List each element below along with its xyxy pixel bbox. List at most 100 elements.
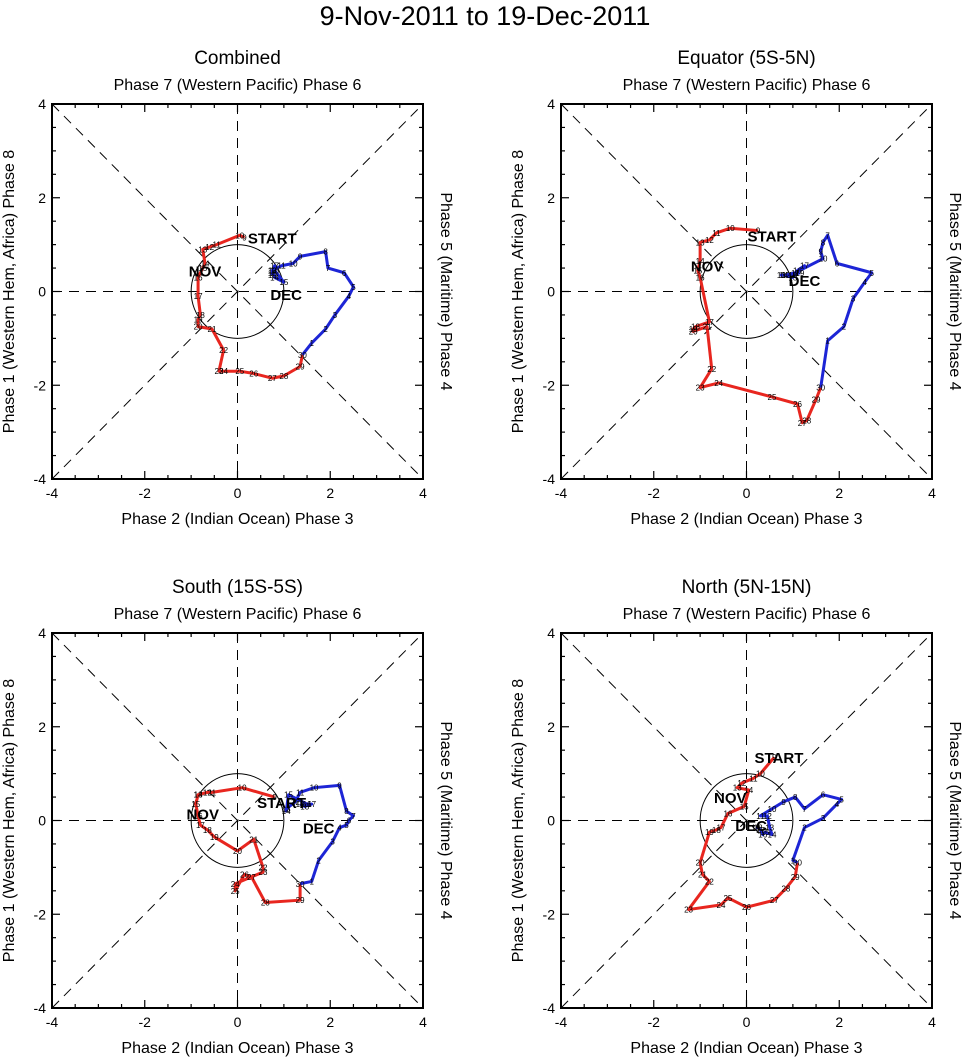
- day-label: 10: [819, 255, 828, 264]
- day-label: 27: [268, 374, 277, 383]
- day-label: 9: [772, 753, 777, 762]
- day-label: 26: [793, 400, 802, 409]
- day-label: 16: [793, 266, 802, 275]
- day-label: 1: [309, 339, 314, 348]
- day-label: 15: [761, 828, 770, 837]
- unit-circle: [699, 244, 794, 339]
- bottom-axis-label: Phase 2 (Indian Ocean) Phase 3: [121, 511, 353, 528]
- x-tick-label: -2: [648, 1014, 661, 1030]
- day-label: 1: [791, 856, 796, 865]
- y-tick-label: -4: [543, 471, 556, 487]
- top-axis-label: Phase 7 (Western Pacific) Phase 6: [114, 77, 362, 94]
- day-label: 13: [765, 824, 774, 833]
- x-tick-label: 4: [419, 485, 427, 501]
- day-label: 20: [194, 323, 203, 332]
- day-label: 18: [754, 824, 763, 833]
- day-label: 23: [696, 384, 705, 393]
- day-label: 30: [296, 880, 305, 889]
- day-label: 28: [802, 416, 811, 425]
- top-axis-label: Phase 7 (Western Pacific) Phase 6: [114, 606, 362, 623]
- unit-circle: [699, 773, 794, 868]
- day-label: 4: [347, 292, 352, 301]
- right-axis-label: Phase 5 (Maritime) Phase 4: [946, 721, 963, 919]
- trajectory-dec: [755, 793, 844, 865]
- top-axis-label: Phase 7 (Western Pacific) Phase 6: [623, 606, 871, 623]
- day-label: 16: [270, 266, 279, 275]
- day-label: 2: [842, 323, 847, 332]
- right-axis-label: Phase 5 (Maritime) Phase 4: [946, 192, 963, 390]
- day-label: 1: [825, 337, 830, 346]
- day-label: 7: [326, 264, 331, 273]
- day-label: 21: [698, 870, 707, 879]
- day-label: 15: [198, 264, 207, 273]
- day-label: 6: [342, 269, 347, 278]
- day-label: 6: [821, 791, 826, 800]
- month-label-dec: DEC: [303, 821, 335, 838]
- day-label: 10: [756, 770, 765, 779]
- day-label: 26: [742, 903, 751, 912]
- day-label: 19: [751, 824, 760, 833]
- y-tick-label: 2: [547, 190, 555, 206]
- month-label-dec: DEC: [270, 287, 302, 304]
- x-tick-label: -4: [46, 1014, 59, 1030]
- day-label: 16: [696, 273, 705, 282]
- day-label: 23: [259, 868, 268, 877]
- day-label: 13: [268, 266, 277, 275]
- day-label: 3: [333, 311, 338, 320]
- day-label: 14: [270, 273, 279, 282]
- x-tick-label: -4: [555, 1014, 568, 1030]
- top-axis-label: Phase 7 (Western Pacific) Phase 6: [623, 77, 871, 94]
- start-label: START: [257, 795, 306, 812]
- day-label: 17: [270, 262, 279, 271]
- trajectory-dec: [270, 250, 355, 356]
- y-tick-label: 2: [547, 719, 555, 735]
- day-label: 3: [821, 814, 826, 823]
- day-label: 16: [194, 273, 203, 282]
- day-label: 18: [788, 271, 797, 280]
- day-label: 21: [703, 323, 712, 332]
- day-label: 22: [219, 346, 228, 355]
- x-tick-label: 4: [928, 1014, 936, 1030]
- day-label: 13: [282, 805, 291, 814]
- day-label: 24: [219, 367, 228, 376]
- day-label: 17: [705, 318, 714, 327]
- day-label: 5: [344, 821, 349, 830]
- day-label: 17: [756, 826, 765, 835]
- day-label: 18: [268, 269, 277, 278]
- day-label: 22: [707, 365, 716, 374]
- y-tick-label: -4: [34, 471, 47, 487]
- x-tick-label: -2: [139, 485, 152, 501]
- day-label: 10: [235, 231, 244, 240]
- day-label: 9: [818, 248, 823, 257]
- month-label-nov: NOV: [186, 806, 219, 823]
- left-axis-label: Phase 1 (Western Hem, Africa) Phase 8: [1, 150, 18, 433]
- panel-title: Equator (5S-5N): [677, 48, 815, 69]
- day-label: 19: [689, 325, 698, 334]
- day-label: 14: [779, 271, 788, 280]
- left-axis-label: Phase 1 (Western Hem, Africa) Phase 8: [1, 679, 18, 962]
- y-tick-label: -2: [543, 906, 556, 922]
- day-label: 16: [723, 809, 732, 818]
- day-label: 14: [194, 791, 203, 800]
- day-label: 25: [723, 894, 732, 903]
- day-label: 14: [201, 259, 210, 268]
- day-label: 2: [316, 856, 321, 865]
- day-label: 7: [825, 231, 830, 240]
- panel-title: North (5N-15N): [682, 577, 812, 598]
- day-label: 18: [196, 311, 205, 320]
- day-label: 10: [289, 259, 298, 268]
- y-tick-label: 4: [38, 96, 46, 112]
- day-label: 28: [261, 899, 270, 908]
- day-label: 24: [714, 379, 723, 388]
- day-label: 19: [296, 800, 305, 809]
- panel-1: Combined Phase 7 (Western Pacific) Phase …: [1, 48, 454, 528]
- day-label: 29: [296, 896, 305, 905]
- day-label: 12: [291, 798, 300, 807]
- panel-title: South (15S-5S): [172, 577, 303, 598]
- day-label: 17: [196, 821, 205, 830]
- left-axis-label: Phase 1 (Western Hem, Africa) Phase 8: [510, 150, 527, 433]
- day-label: 11: [791, 269, 800, 278]
- y-tick-label: -2: [543, 377, 556, 393]
- day-label: 24: [717, 901, 726, 910]
